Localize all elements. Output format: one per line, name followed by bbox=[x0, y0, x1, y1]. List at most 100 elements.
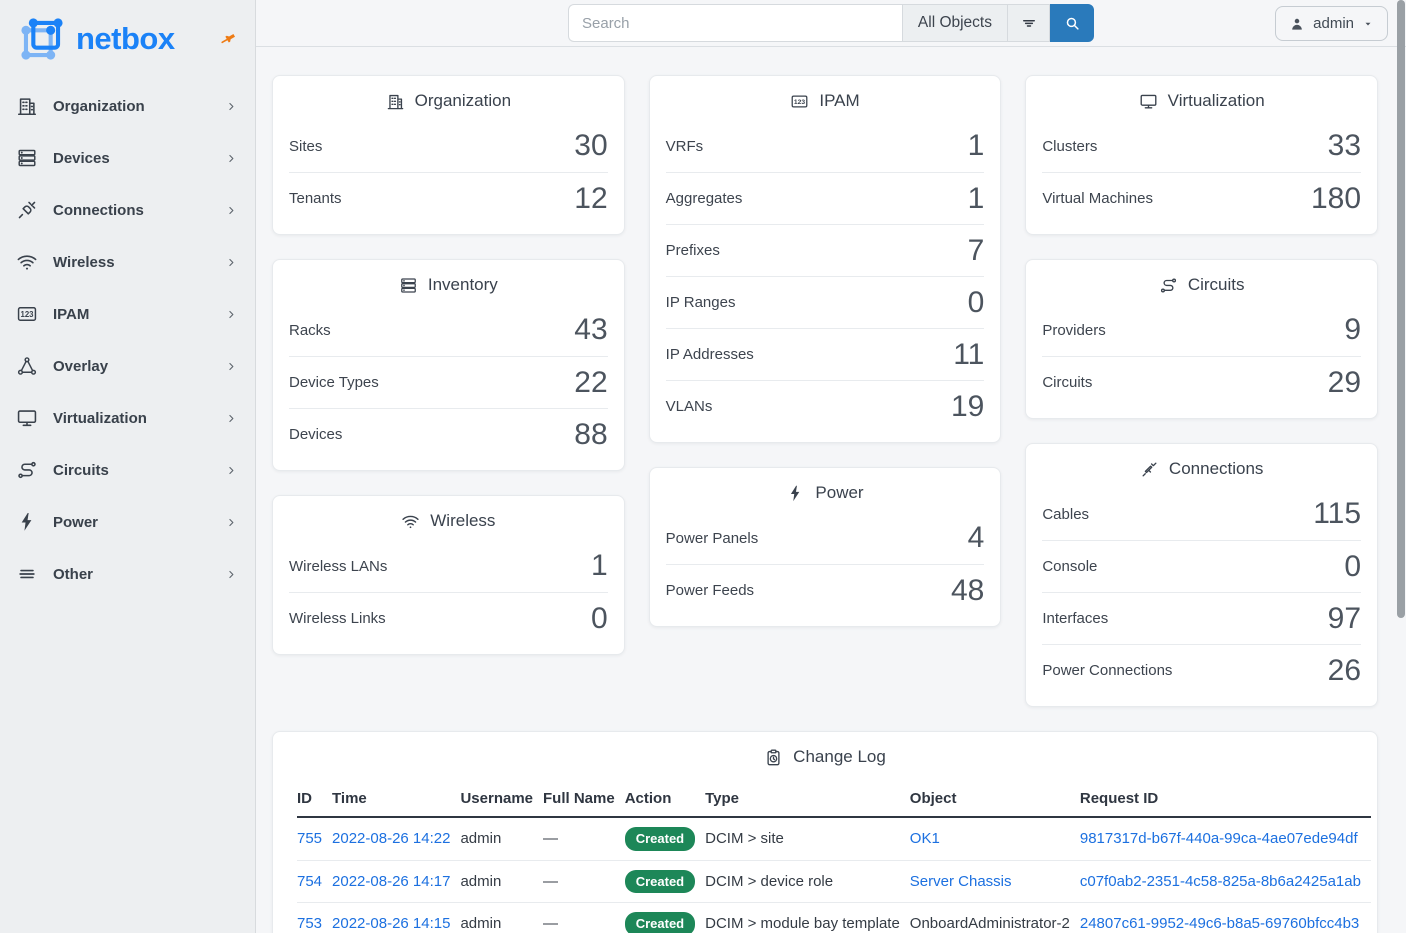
clipboard-clock-icon bbox=[764, 748, 783, 767]
col-header-time: Time bbox=[332, 782, 461, 818]
bolt-icon bbox=[16, 511, 38, 533]
changelog-header-row: ID Time Username Full Name Action Type O… bbox=[297, 782, 1371, 818]
card-title-label: Organization bbox=[414, 91, 512, 110]
request-id-link[interactable]: c07f0ab2-2351-4c58-825a-8b6a2425a1ab bbox=[1079, 872, 1361, 890]
card-title-label: Connections bbox=[1168, 459, 1264, 478]
stat-row-virtual-machines[interactable]: Virtual Machines 180 bbox=[1042, 172, 1362, 224]
sidebar-item-power[interactable]: Power bbox=[0, 496, 255, 548]
sidebar-header: netbox bbox=[0, 0, 255, 78]
stat-row-cables[interactable]: Cables 115 bbox=[1042, 497, 1362, 530]
chevron-right-icon bbox=[226, 465, 237, 476]
lines-icon bbox=[16, 563, 38, 585]
card-title-label: Power bbox=[815, 483, 864, 502]
sidebar-item-overlay[interactable]: Overlay bbox=[0, 340, 255, 392]
stat-row-devices[interactable]: Devices 88 bbox=[289, 408, 608, 460]
request-id-link[interactable]: 24807c61-9952-49c6-b8a5-69760bfcc4b3 bbox=[1079, 915, 1360, 933]
wireless-card: Wireless Wireless LANs 1 Wireless Links … bbox=[272, 495, 625, 655]
stat-row-wireless-lans[interactable]: Wireless LANs 1 bbox=[289, 549, 608, 582]
sidebar-item-devices[interactable]: Devices bbox=[0, 132, 255, 184]
chevron-right-icon bbox=[226, 361, 237, 372]
search-scope-button[interactable]: All Objects bbox=[901, 4, 1008, 42]
changelog-title: Change Log bbox=[273, 732, 1377, 776]
sidebar-item-virtualization[interactable]: Virtualization bbox=[0, 392, 255, 444]
change-username: admin bbox=[460, 902, 544, 933]
change-time-link[interactable]: 2022-08-26 14:15 bbox=[332, 915, 451, 933]
sidebar-item-label: IPAM bbox=[53, 305, 90, 323]
user-menu-button[interactable]: admin bbox=[1275, 6, 1388, 41]
search-input[interactable] bbox=[568, 4, 902, 42]
stat-row-power-connections[interactable]: Power Connections 26 bbox=[1042, 644, 1362, 696]
sidebar-item-other[interactable]: Other bbox=[0, 548, 255, 600]
stat-row-vlans[interactable]: VLANs 19 bbox=[665, 380, 985, 432]
sidebar-item-organization[interactable]: Organization bbox=[0, 80, 255, 132]
changelog-row: 753 2022-08-26 14:15 admin — Created DCI… bbox=[297, 902, 1371, 933]
change-object-link[interactable]: OK1 bbox=[909, 830, 940, 848]
connections-card: Connections Cables 115 Console 0 Interfa… bbox=[1025, 443, 1379, 707]
stat-row-clusters[interactable]: Clusters 33 bbox=[1042, 129, 1362, 162]
chevron-right-icon bbox=[226, 101, 237, 112]
stat-row-prefixes[interactable]: Prefixes 7 bbox=[665, 224, 985, 276]
stat-row-providers[interactable]: Providers 9 bbox=[1042, 313, 1362, 346]
request-id-link[interactable]: 9817317d-b67f-440a-99ca-4ae07ede94df bbox=[1079, 830, 1358, 848]
sidebar-item-ipam[interactable]: IPAM bbox=[0, 288, 255, 340]
col-header-object: Object bbox=[909, 782, 1080, 818]
organization-card: Organization Sites 30 Tenants 12 bbox=[272, 75, 625, 235]
sidebar-item-circuits[interactable]: Circuits bbox=[0, 444, 255, 496]
change-time-link[interactable]: 2022-08-26 14:17 bbox=[332, 872, 451, 890]
col-header-id: ID bbox=[297, 782, 333, 818]
sidebar-item-label: Devices bbox=[53, 149, 110, 167]
changelog-table: ID Time Username Full Name Action Type O… bbox=[297, 782, 1371, 933]
chevron-right-icon bbox=[226, 517, 237, 528]
circuit-route-icon bbox=[1159, 276, 1178, 295]
change-full-name: — bbox=[543, 902, 625, 933]
change-time-link[interactable]: 2022-08-26 14:22 bbox=[332, 830, 451, 848]
change-object-link[interactable]: Server Chassis bbox=[909, 872, 1012, 890]
stat-row-power-feeds[interactable]: Power Feeds 48 bbox=[665, 564, 985, 616]
stat-row-device-types[interactable]: Device Types 22 bbox=[289, 356, 608, 408]
col-header-full-name: Full Name bbox=[543, 782, 625, 818]
dashboard: Organization Sites 30 Tenants 12 bbox=[256, 47, 1406, 933]
pin-sidebar-button[interactable] bbox=[215, 26, 241, 52]
stat-row-sites[interactable]: Sites 30 bbox=[289, 129, 608, 162]
card-title: IPAM bbox=[650, 76, 1001, 120]
stat-row-ip-addresses[interactable]: IP Addresses 11 bbox=[665, 328, 985, 380]
changelog-row: 754 2022-08-26 14:17 admin — Created DCI… bbox=[297, 860, 1371, 904]
card-title-label: Virtualization bbox=[1167, 91, 1265, 110]
stat-row-interfaces[interactable]: Interfaces 97 bbox=[1042, 592, 1362, 644]
sidebar-item-label: Organization bbox=[53, 97, 145, 115]
chevron-right-icon bbox=[226, 153, 237, 164]
sidebar-nav: Organization Devices Connections Wireles… bbox=[0, 78, 255, 600]
card-title-label: Circuits bbox=[1187, 275, 1245, 294]
sidebar-item-label: Other bbox=[53, 565, 94, 583]
stat-row-tenants[interactable]: Tenants 12 bbox=[289, 172, 608, 224]
stat-row-aggregates[interactable]: Aggregates 1 bbox=[665, 172, 985, 224]
netbox-logo[interactable]: netbox bbox=[16, 13, 175, 65]
changelog-card: Change Log ID Time Username Full Name Ac… bbox=[272, 731, 1378, 933]
change-username: admin bbox=[460, 817, 544, 861]
change-id-link[interactable]: 753 bbox=[297, 915, 323, 933]
search-submit-button[interactable] bbox=[1050, 4, 1094, 42]
stat-row-ip-ranges[interactable]: IP Ranges 0 bbox=[665, 276, 985, 328]
sidebar-item-connections[interactable]: Connections bbox=[0, 184, 255, 236]
search-icon bbox=[1064, 15, 1081, 32]
change-id-link[interactable]: 754 bbox=[297, 872, 323, 890]
sidebar-item-wireless[interactable]: Wireless bbox=[0, 236, 255, 288]
stat-row-wireless-links[interactable]: Wireless Links 0 bbox=[289, 592, 608, 644]
building-icon bbox=[16, 95, 38, 117]
action-badge: Created bbox=[624, 869, 696, 894]
stat-row-racks[interactable]: Racks 43 bbox=[289, 313, 608, 346]
page-scrollbar bbox=[1395, 0, 1406, 933]
server-rack-icon bbox=[399, 276, 418, 295]
stat-row-circuits[interactable]: Circuits 29 bbox=[1042, 356, 1362, 408]
card-title: Power bbox=[650, 468, 1001, 512]
user-menu-label: admin bbox=[1313, 15, 1354, 32]
card-title: Inventory bbox=[273, 260, 624, 304]
sidebar-item-label: Overlay bbox=[53, 357, 109, 375]
stat-row-power-panels[interactable]: Power Panels 4 bbox=[665, 521, 985, 554]
power-card: Power Power Panels 4 Power Feeds 48 bbox=[648, 467, 1002, 627]
stat-row-vrfs[interactable]: VRFs 1 bbox=[665, 129, 985, 162]
change-id-link[interactable]: 755 bbox=[297, 830, 323, 848]
scrollbar-thumb[interactable] bbox=[1397, 0, 1405, 618]
stat-row-console[interactable]: Console 0 bbox=[1042, 540, 1362, 592]
filter-button[interactable] bbox=[1008, 4, 1050, 42]
